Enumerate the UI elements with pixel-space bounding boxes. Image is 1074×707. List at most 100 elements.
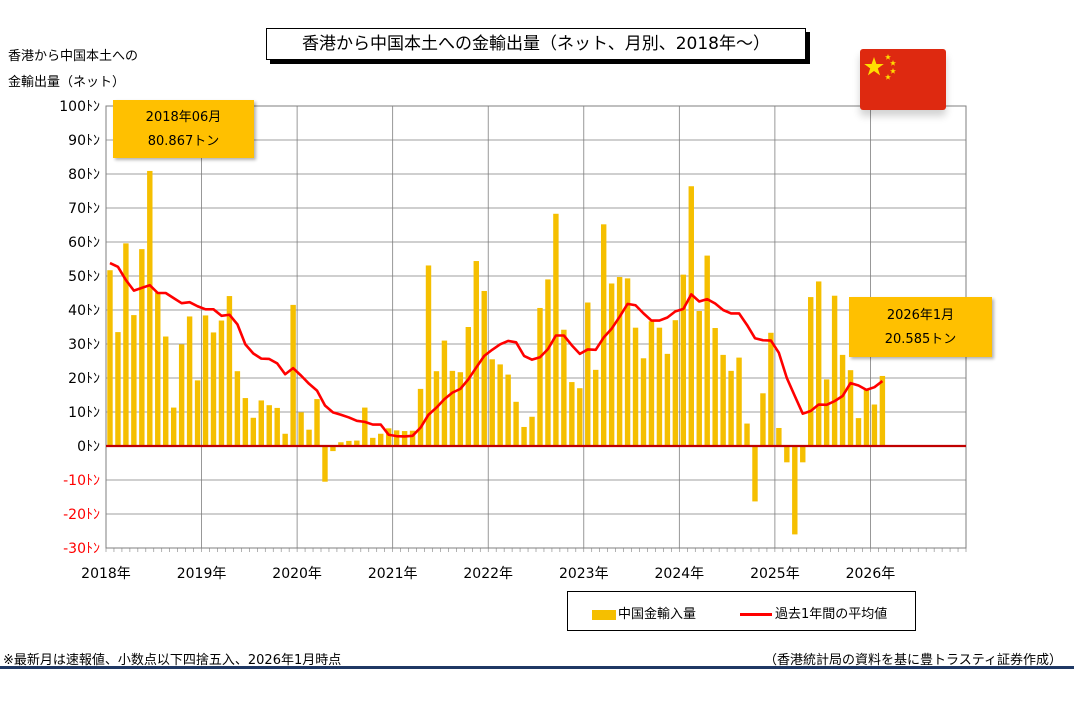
x-tick-label: 2023年 <box>559 566 609 582</box>
source-note: （香港統計局の資料を基に豊トラスティ証券作成） <box>764 653 1062 668</box>
bar <box>728 370 734 446</box>
bar <box>847 370 854 446</box>
bar <box>688 186 694 447</box>
chart-legend: 中国金輸入量 過去1年間の平均値 <box>567 591 916 631</box>
bar <box>298 412 304 446</box>
bar <box>425 265 432 446</box>
x-tick-label: 2024年 <box>655 566 705 582</box>
bar <box>155 292 161 446</box>
y-tick-labels: 100ﾄﾝ 90ﾄﾝ 80ﾄﾝ 70ﾄﾝ 60ﾄﾝ 50ﾄﾝ 40ﾄﾝ 30ﾄﾝ 20ﾄﾝ 10ﾄ… <box>59 99 100 557</box>
bar <box>656 327 663 446</box>
bar <box>362 407 368 446</box>
bar <box>393 430 400 446</box>
bar <box>792 446 798 535</box>
bar <box>624 278 631 446</box>
bar <box>274 407 280 446</box>
bar <box>378 433 384 446</box>
bar <box>696 311 702 446</box>
bar <box>632 327 639 446</box>
callout-latest-date: 2026年1月 <box>886 308 955 323</box>
y-tick-label: 90ﾄﾝ <box>68 133 100 149</box>
bar <box>704 255 710 446</box>
bar <box>194 380 201 446</box>
bar <box>242 398 249 446</box>
bar <box>640 358 647 446</box>
bar <box>250 417 257 446</box>
bar <box>513 401 519 446</box>
y-tick-label: -30ﾄﾝ <box>63 541 100 557</box>
legend-item-bar: 中国金輸入量 <box>592 603 696 622</box>
bar <box>831 295 838 446</box>
bar <box>497 364 503 446</box>
bar <box>346 440 352 446</box>
bar <box>585 302 591 446</box>
x-tick-labels: 2018年 2019年 2020年 2021年 2022年 2023年 2024年 2025年… <box>81 566 895 582</box>
bar <box>409 430 416 446</box>
y-tick-label: 100ﾄﾝ <box>59 99 100 115</box>
y-tick-label: -20ﾄﾝ <box>63 507 100 523</box>
bar <box>338 442 344 446</box>
x-tick-label: 2019年 <box>177 566 227 582</box>
y-axis-label: 香港から中国本土への 金輸出量（ネット） <box>8 44 138 96</box>
bar <box>879 375 886 446</box>
y-axis-label-line2: 金輸出量（ネット） <box>8 75 126 90</box>
legend-swatch-bar <box>592 609 616 620</box>
y-tick-label: 10ﾄﾝ <box>68 405 100 421</box>
bar <box>768 332 774 446</box>
chart-title: 香港から中国本土への金輸出量（ネット、月別、2018年～） <box>266 28 806 60</box>
bar <box>465 327 472 446</box>
bar <box>521 426 527 446</box>
bar <box>600 224 607 446</box>
bar <box>385 428 392 446</box>
bar <box>776 427 782 446</box>
legend-swatch-line <box>740 613 772 616</box>
callout-latest-value: 20.585トン <box>884 332 957 347</box>
bar <box>855 418 862 446</box>
bar <box>505 374 511 446</box>
bar <box>537 307 543 446</box>
bar <box>593 369 599 446</box>
bar <box>529 416 535 446</box>
bar <box>561 329 567 446</box>
bar <box>441 340 448 446</box>
bar <box>306 429 312 446</box>
bar <box>417 388 424 446</box>
average-line-series <box>109 261 884 438</box>
bar <box>680 274 687 446</box>
y-axis-label-line1: 香港から中国本土への <box>8 49 139 64</box>
average-line <box>109 261 884 438</box>
bar <box>672 320 679 446</box>
legend-label-bar: 中国金輸入量 <box>618 607 697 622</box>
bar <box>186 316 193 446</box>
bar <box>210 332 217 446</box>
bar <box>616 277 623 446</box>
y-tick-label: -10ﾄﾝ <box>63 473 100 489</box>
bar <box>163 336 169 446</box>
bar <box>258 400 264 446</box>
bar <box>545 279 551 446</box>
bar <box>489 359 495 446</box>
bar <box>823 379 830 446</box>
bar <box>147 170 153 446</box>
y-tick-label: 60ﾄﾝ <box>68 235 100 251</box>
bar <box>290 304 296 446</box>
y-tick-label: 80ﾄﾝ <box>68 167 100 183</box>
y-tick-label: 70ﾄﾝ <box>68 201 100 217</box>
legend-item-line: 過去1年間の平均値 <box>740 603 887 622</box>
bar <box>712 328 718 446</box>
bar <box>234 371 241 446</box>
bar <box>131 315 137 446</box>
legend-label-line: 過去1年間の平均値 <box>775 607 888 622</box>
bar <box>808 297 814 446</box>
china-flag-icon <box>860 49 946 110</box>
bar <box>354 440 360 446</box>
x-tick-label: 2020年 <box>272 566 322 582</box>
bar <box>481 290 487 446</box>
bar <box>473 261 479 446</box>
bar <box>401 431 408 446</box>
x-tick-label: 2026年 <box>846 566 896 582</box>
bar <box>871 404 878 446</box>
bar <box>736 357 742 446</box>
bar <box>139 249 145 446</box>
bar <box>314 399 320 446</box>
